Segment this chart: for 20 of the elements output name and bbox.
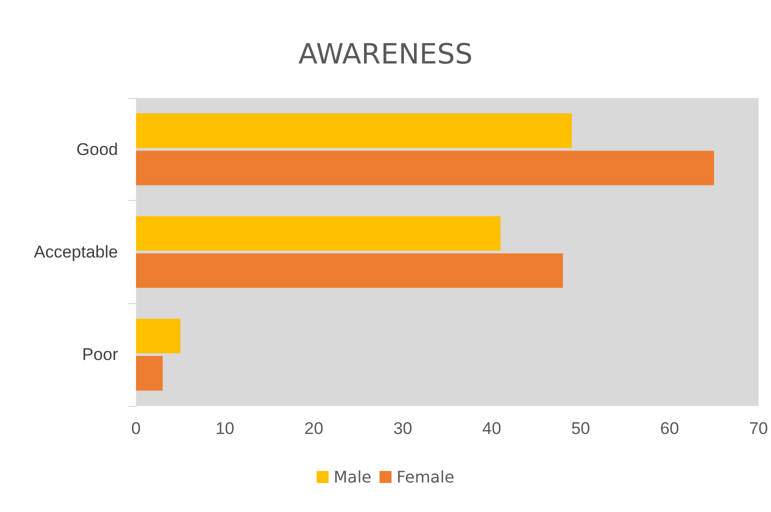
bar [136,216,501,251]
legend-label: Female [396,468,454,486]
y-tick-label: Good [76,140,118,159]
bar [136,253,563,288]
bar [136,318,180,354]
x-tick-label: 40 [482,419,502,438]
x-tick-label: 70 [749,419,768,438]
x-tick-label: 50 [571,419,590,438]
x-tick-label: 10 [215,419,234,438]
legend-label: Male [334,468,372,486]
y-tick-label: Acceptable [34,242,118,262]
bar [136,356,163,391]
x-tick-label: 20 [304,419,324,438]
x-tick-label: 30 [393,419,412,438]
bar [136,113,572,148]
y-tick-label: Poor [82,345,118,364]
chart-title: AWARENESS [298,38,473,70]
x-tick-label: 60 [660,419,680,438]
bar [136,150,714,186]
x-tick-label: 0 [131,419,141,438]
